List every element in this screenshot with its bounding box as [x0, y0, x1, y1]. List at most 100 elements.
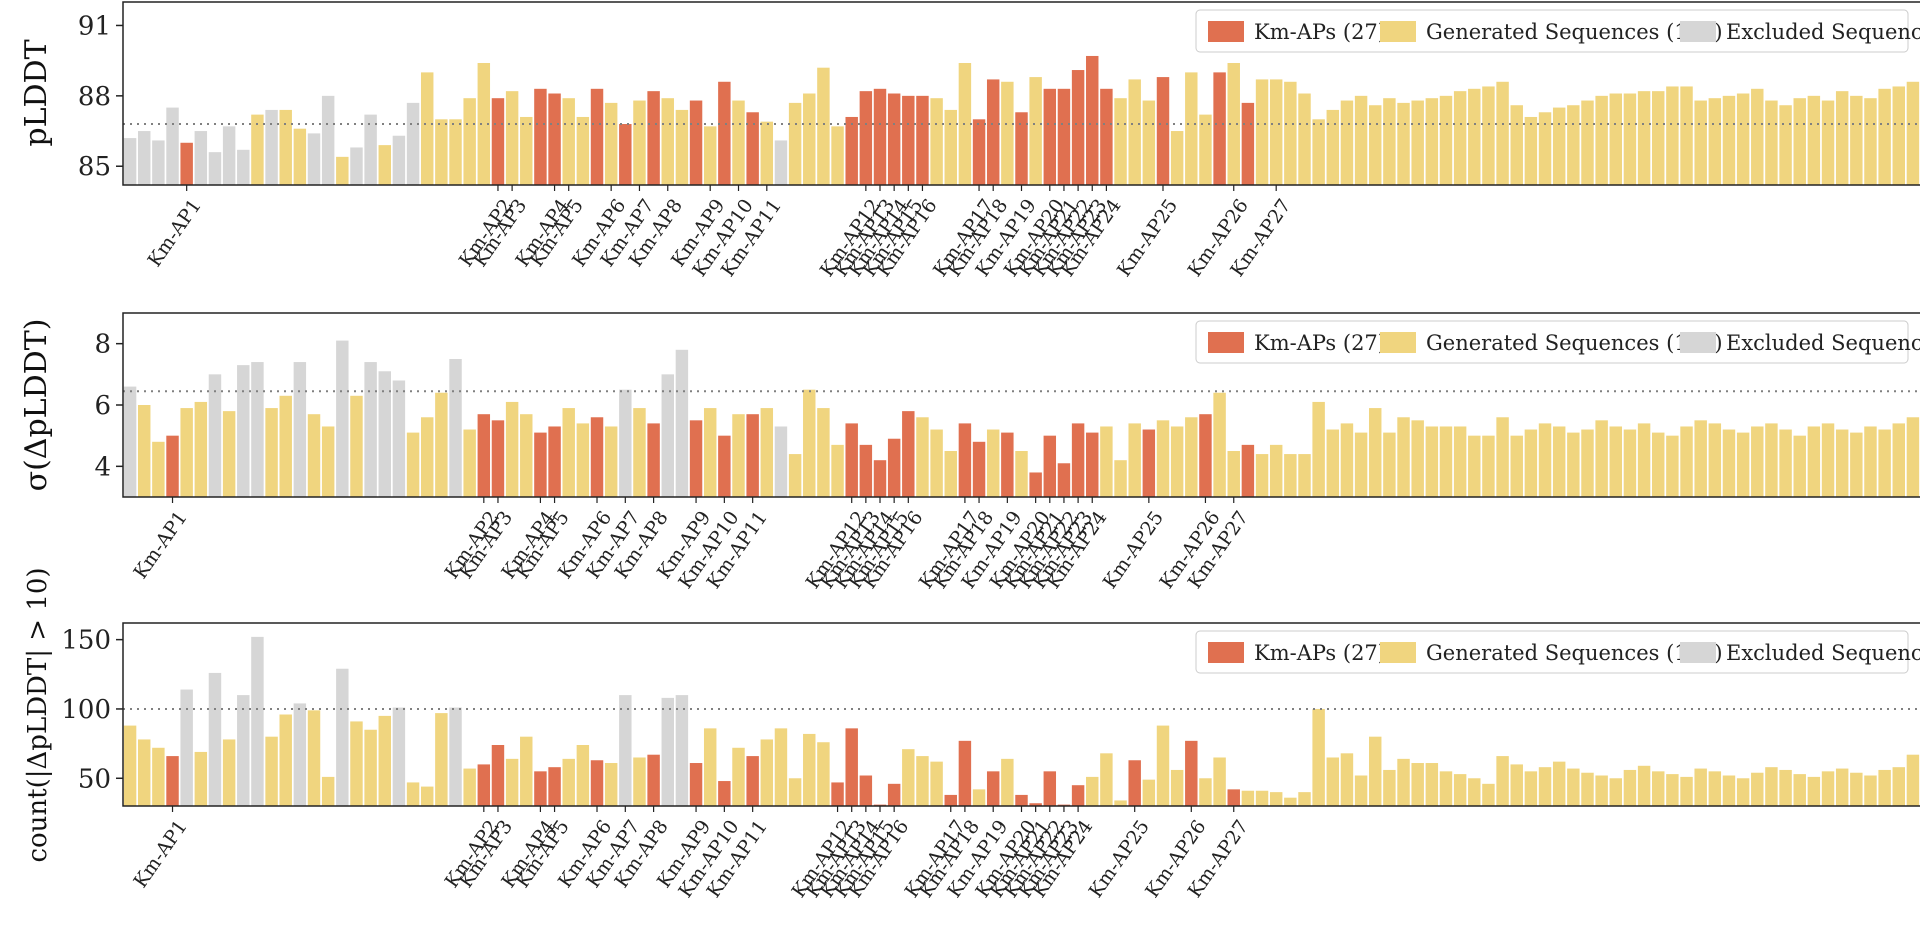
generated-bar	[930, 761, 943, 806]
km-ap-bar	[1185, 740, 1198, 806]
generated-bar	[1666, 435, 1679, 497]
generated-bar	[1496, 417, 1509, 497]
generated-bar	[831, 444, 844, 497]
generated-bar	[1821, 100, 1835, 185]
generated-bar	[1114, 98, 1127, 185]
legend-swatch-excluded	[1680, 642, 1716, 663]
generated-bar	[420, 417, 434, 497]
generated-bar	[1864, 98, 1877, 185]
km-ap-bar	[887, 93, 901, 185]
generated-bar	[505, 401, 519, 497]
generated-bar	[1439, 95, 1453, 185]
km-ap-bar	[180, 142, 193, 185]
excluded-bar	[661, 697, 674, 806]
km-ap-bar	[1213, 72, 1226, 185]
generated-bar	[1425, 763, 1439, 806]
generated-bar	[1751, 772, 1764, 806]
generated-bar	[1538, 112, 1552, 185]
generated-bar	[1694, 768, 1707, 806]
generated-bar	[1468, 778, 1481, 806]
y-ticks-plddt: 85 88 91	[78, 11, 123, 182]
generated-bar	[449, 119, 462, 185]
generated-bar	[1623, 93, 1637, 185]
km-ap-bar	[873, 460, 887, 497]
y-tick-label: 50	[78, 764, 111, 794]
generated-bar	[1369, 105, 1382, 185]
generated-bar	[1793, 774, 1806, 806]
excluded-bar	[449, 359, 462, 497]
legend-swatch-km	[1208, 21, 1244, 42]
generated-bar	[1892, 767, 1905, 806]
excluded-bar	[406, 102, 420, 185]
km-ap-bar	[718, 435, 731, 497]
generated-bar	[1807, 426, 1821, 497]
generated-bar	[1015, 451, 1028, 497]
generated-bar	[817, 67, 830, 185]
generated-bar	[1680, 776, 1693, 806]
generated-bar	[194, 401, 208, 497]
generated-bar	[1453, 91, 1467, 185]
x-ticks-count: Km-AP1 Km-AP2Km-AP3Km-AP4Km-AP5Km-AP6Km-A…	[129, 806, 1253, 902]
generated-bar	[1637, 91, 1651, 185]
generated-bar	[1666, 774, 1679, 806]
km-ap-bar	[1071, 70, 1085, 185]
km-ap-bar	[689, 100, 703, 185]
generated-bar	[1312, 401, 1325, 497]
generated-bar	[1821, 423, 1835, 497]
generated-bar	[1779, 105, 1792, 185]
generated-bar	[703, 408, 717, 497]
generated-bar	[1581, 429, 1594, 497]
generated-bar	[1439, 771, 1453, 806]
generated-bar	[336, 156, 349, 185]
generated-bar	[321, 776, 335, 806]
excluded-bar	[237, 149, 250, 185]
km-ap-bar	[619, 124, 632, 185]
generated-bar	[817, 742, 830, 806]
generated-bar	[1510, 105, 1523, 185]
generated-bar	[138, 405, 151, 497]
y-tick-label: 8	[94, 330, 111, 360]
generated-bar	[1524, 429, 1538, 497]
generated-bar	[1439, 426, 1453, 497]
generated-bar	[1156, 420, 1170, 497]
generated-bar	[1185, 417, 1198, 497]
legend-swatch-generated	[1380, 21, 1416, 42]
excluded-bar	[208, 374, 222, 497]
generated-bar	[1496, 756, 1509, 806]
generated-bar	[944, 451, 957, 497]
generated-bar	[1001, 81, 1014, 185]
y-axis-label-count: count(|ΔpLDDT| > 10)	[23, 567, 53, 862]
plot-frame-plddt	[122, 1, 1920, 186]
generated-bar	[279, 714, 292, 806]
km-ap-bar	[831, 782, 844, 806]
generated-bar	[1850, 95, 1863, 185]
excluded-bar	[293, 362, 307, 497]
generated-bar	[1595, 420, 1608, 497]
generated-bar	[1425, 98, 1439, 185]
bars-count	[123, 636, 1920, 806]
generated-bar	[1510, 435, 1523, 497]
generated-bar	[803, 389, 816, 497]
legend-swatch-generated	[1380, 332, 1416, 353]
generated-bar	[576, 116, 590, 185]
y-axis-label-sigma: σ(ΔpLDDT)	[19, 319, 54, 492]
legend-label-generated: Generated Sequences (100)	[1426, 641, 1723, 665]
generated-bar	[1397, 758, 1410, 806]
generated-bar	[1722, 775, 1736, 806]
generated-bar	[1850, 432, 1863, 497]
generated-bar	[1170, 131, 1184, 185]
excluded-bar	[449, 707, 462, 806]
excluded-bar	[321, 95, 335, 185]
km-ap-bar	[166, 756, 179, 806]
km-ap-bar	[491, 745, 505, 806]
generated-bar	[774, 728, 788, 806]
generated-bar	[1652, 771, 1665, 806]
generated-bar	[435, 713, 448, 806]
km-ap-bar	[845, 116, 858, 185]
km-ap-bar	[647, 91, 660, 185]
km-ap-bar	[986, 79, 1000, 185]
km-ap-bar	[1199, 414, 1212, 497]
generated-bar	[1100, 753, 1113, 806]
generated-bar	[1482, 86, 1495, 185]
generated-bar	[1680, 426, 1693, 497]
